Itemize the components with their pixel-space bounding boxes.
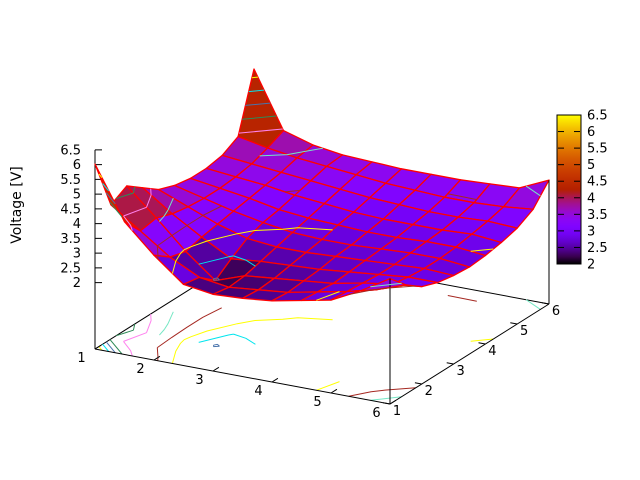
base-contour-level-2.4 (198, 333, 256, 345)
base-contour-level-3.2 (156, 291, 477, 397)
z-tick-label: 4 (73, 217, 81, 232)
colorbar: 2 2.5 33.5 44.5 55.5 66.5 (556, 109, 608, 273)
z-tick-label: 3 (73, 247, 81, 262)
base-contour-level-4.4 (109, 252, 277, 355)
y-tick-label: 5 (520, 324, 528, 339)
colorbar-tick-label: 6.5 (587, 109, 608, 124)
z-tick-label: 3.5 (60, 232, 81, 247)
y-tick (478, 342, 486, 345)
y-tick (542, 302, 550, 305)
surface-contour-level-2.8 (171, 227, 494, 301)
colorbar-tick-label: 5.5 (587, 142, 608, 157)
surface-mesh (94, 68, 550, 302)
colorbar-tick-label: 2 (587, 258, 595, 273)
surface-contour-level-2 (213, 277, 220, 281)
colorbar-tick-label: 3.5 (587, 208, 608, 223)
y-tick-label: 6 (552, 304, 560, 319)
colorbar-tick-label: 4.5 (587, 175, 608, 190)
base-contour-level-2 (213, 343, 220, 348)
colorbar-tick-label: 5 (587, 158, 595, 173)
surface-quad (237, 68, 285, 149)
y-tick (446, 362, 454, 365)
x-tick-label: 5 (313, 395, 321, 410)
y-tick-label: 3 (456, 364, 464, 379)
z-tick-label: 4.5 (60, 202, 81, 217)
z-tick-label: 6 (73, 158, 81, 173)
surface-contour-level-3.6 (159, 147, 541, 288)
x-tick (389, 399, 397, 405)
z-tick-label: 5.5 (60, 173, 81, 188)
colorbar-tick-label: 6 (587, 125, 595, 140)
surface-contour-level-5.2 (102, 89, 265, 192)
colorbar-tick-label: 2.5 (587, 241, 608, 256)
x-tick (330, 388, 338, 394)
x-tick-label: 4 (254, 384, 262, 399)
surface-contour-level-2.4 (198, 255, 256, 267)
colorbar-tick-label: 4 (587, 191, 595, 206)
colorbar-tick-label: 3 (587, 224, 595, 239)
z-axis: 22.533.544.555.566.5 (60, 143, 102, 349)
y-tick (414, 382, 422, 385)
z-tick-label: 5 (73, 188, 81, 203)
colorbar-box (556, 114, 582, 265)
z-tick-label: 2.5 (60, 261, 81, 276)
axis-ticks (94, 302, 550, 405)
surface-contour-level-4 (123, 128, 283, 231)
surface-contour-level-5.6 (98, 76, 258, 179)
x-tick-label: 3 (195, 373, 203, 388)
corner-lines (389, 180, 550, 404)
base-contour-level-4 (123, 253, 283, 357)
x-tick-label: 1 (77, 351, 85, 366)
surface-contour-level-3.2 (156, 189, 477, 295)
y-tick (510, 322, 518, 325)
x-tick (212, 366, 220, 372)
z-tick-label: 6.5 (60, 143, 81, 158)
y-tick-label: 1 (393, 404, 401, 419)
y-tick-label: 2 (425, 384, 433, 399)
surface-contour-level-4.8 (105, 102, 271, 205)
z-tick-label: 2 (73, 276, 81, 291)
x-tick (153, 355, 161, 361)
base-contour-level-2.8 (171, 317, 494, 391)
y-tick (383, 402, 391, 405)
x-tick (271, 377, 279, 383)
surface-contour-level-4.4 (109, 115, 277, 218)
x-tick (94, 344, 102, 350)
x-tick-label: 6 (372, 406, 380, 421)
surface-contours (94, 76, 541, 301)
x-tick-label: 2 (136, 362, 144, 377)
y-tick-label: 4 (488, 344, 496, 359)
